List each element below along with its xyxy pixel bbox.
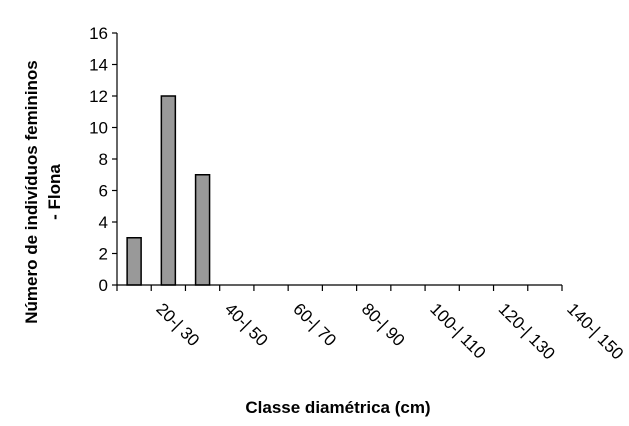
- y-tick-label: 0: [99, 276, 108, 295]
- bar: [160, 95, 177, 286]
- y-tick-label: 14: [89, 56, 108, 75]
- x-tick-label: 40-| 50: [221, 299, 272, 350]
- x-tick-label: 140-| 150: [563, 299, 627, 363]
- x-tick-label: 100-| 110: [426, 299, 489, 362]
- x-tick-label: 20-| 30: [152, 299, 203, 350]
- bar: [194, 174, 211, 286]
- x-tick-label: 120-| 130: [495, 299, 559, 363]
- y-tick-label: 6: [99, 182, 108, 201]
- y-tick-label: 2: [99, 245, 108, 264]
- plot-area: 0 2 4 6 8 10 12 14 16 20-| 30 40-| 50 60-| 70 80-| 9…: [89, 24, 627, 363]
- y-tick-label: 4: [99, 213, 108, 232]
- y-tick-label: 16: [89, 24, 108, 43]
- x-axis-title: Classe diamétrica (cm): [245, 398, 430, 417]
- y-tick-label: 10: [89, 119, 108, 138]
- x-tick-label: 80-| 90: [358, 299, 409, 350]
- y-axis-title-line1: Número de indivíduos femininos: [22, 60, 41, 324]
- y-tick-label: 8: [99, 150, 108, 169]
- bar: [126, 237, 142, 286]
- y-axis-title-line2: - Flona: [45, 164, 64, 220]
- y-tick-label: 12: [89, 87, 108, 106]
- x-tick-label: 60-| 70: [289, 299, 340, 350]
